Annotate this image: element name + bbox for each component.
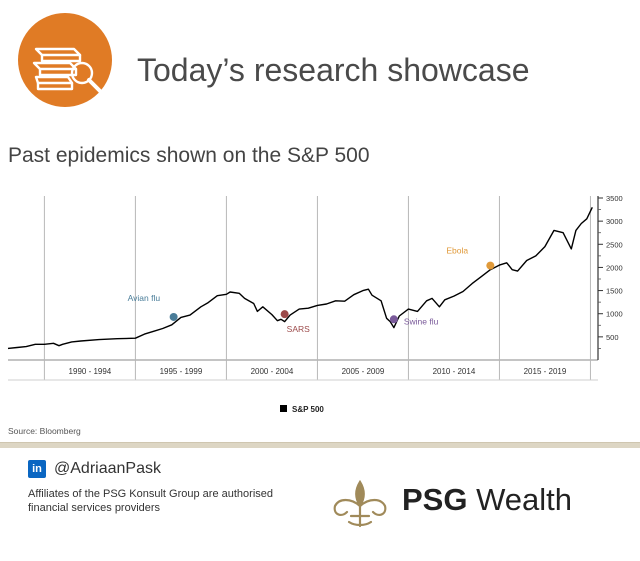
fleur-de-lis-emblem-icon (325, 476, 395, 532)
chart-title: Past epidemics shown on the S&P 500 (8, 144, 370, 167)
x-tick-label: 2005 - 2009 (342, 367, 385, 376)
annotation-label: Avian flu (128, 293, 161, 303)
legend-swatch-sp500 (280, 405, 287, 412)
emblem-graphic (333, 479, 387, 528)
books-magnifier-icon (18, 13, 112, 107)
footer-divider (0, 442, 640, 448)
x-tick-label: 2000 - 2004 (251, 367, 294, 376)
annotation-marker (486, 261, 495, 270)
annotation-label: Ebola (446, 246, 468, 256)
y-tick-label: 3000 (606, 217, 623, 226)
annotation-marker (280, 310, 289, 319)
legend-label-sp500: S&P 500 (292, 405, 324, 414)
x-tick-label: 1995 - 1999 (160, 367, 203, 376)
y-tick-label: 1000 (606, 310, 623, 319)
affiliates-text: Affiliates of the PSG Konsult Group are … (28, 488, 273, 514)
page-title: Today’s research showcase (137, 52, 530, 88)
annotation-marker (169, 312, 178, 321)
chart-gridlines (8, 196, 598, 381)
epidemic-annotations: Avian flu SARS Swine flu Ebola (128, 246, 495, 334)
linkedin-handle[interactable]: @AdriaanPask (54, 460, 161, 477)
y-tick-label: 2500 (606, 240, 623, 249)
x-tick-label: 2015 - 2019 (524, 367, 567, 376)
annotation-marker (389, 315, 398, 324)
linkedin-row[interactable]: in @AdriaanPask (28, 460, 308, 478)
source-note: Source: Bloomberg (8, 426, 81, 436)
chart-legend: S&P 500 (280, 405, 324, 414)
y-tick-label: 2000 (606, 263, 623, 272)
y-tick-label: 500 (606, 333, 619, 342)
x-tick-label: 1990 - 1994 (69, 367, 112, 376)
y-tick-label: 1500 (606, 287, 623, 296)
annotation-label: SARS (287, 324, 310, 334)
annotation-label: Swine flu (404, 316, 439, 326)
x-tick-label: 2010 - 2014 (433, 367, 476, 376)
books-magnifier-graphic (32, 47, 102, 93)
y-axis: 500 1000 1500 2000 2500 3000 3500 (597, 194, 623, 360)
linkedin-icon[interactable]: in (28, 460, 46, 478)
footer-left: in @AdriaanPask Affiliates of the PSG Ko… (28, 460, 308, 515)
brand-rest: Wealth (467, 482, 573, 517)
series-line-sp500 (7, 206, 593, 350)
brand-wordmark: PSG Wealth (402, 482, 572, 518)
y-tick-label: 3500 (606, 194, 623, 203)
x-axis-labels: 1990 - 1994 1995 - 1999 2000 - 2004 2005 - … (69, 367, 567, 376)
brand-strong: PSG (402, 482, 468, 517)
